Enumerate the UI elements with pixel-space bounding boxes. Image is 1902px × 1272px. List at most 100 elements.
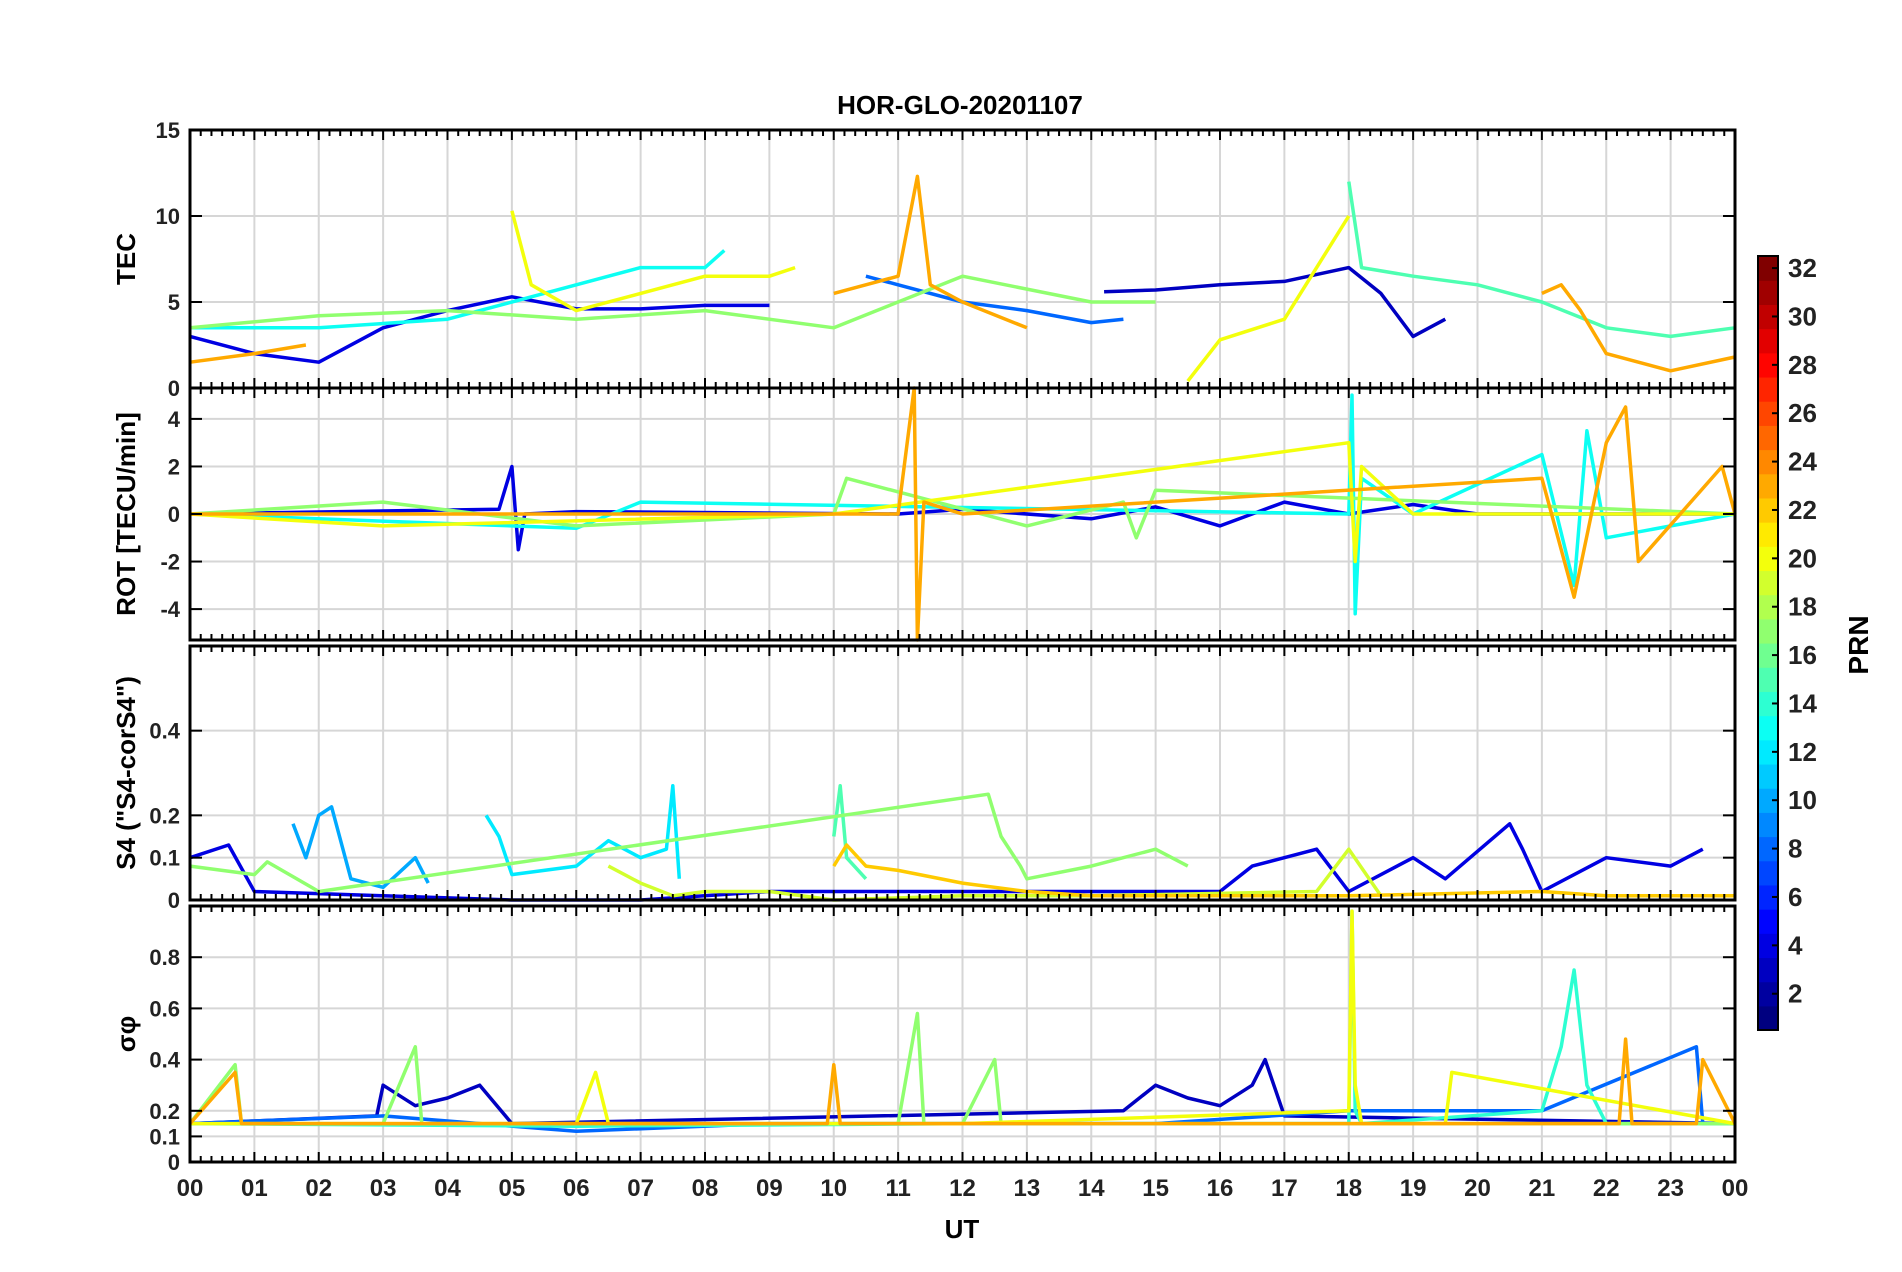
y-tick-label: 10: [156, 204, 180, 229]
x-tick-labels: 00 01 02 03 04 05 06 07 08 09 10 11 12 13 14 15 16 17 18 19…: [177, 1175, 1749, 1202]
x-tick-label: 03: [370, 1175, 397, 1202]
colorbar-band: [1758, 739, 1778, 765]
colorbar-tick-label: 30: [1788, 301, 1817, 331]
colorbar-band: [1758, 256, 1778, 281]
series-line-prn-15: [1347, 181, 1736, 339]
colorbar-tick-label: 10: [1788, 785, 1817, 815]
colorbar-band: [1758, 788, 1778, 813]
colorbar-band: [1758, 328, 1778, 354]
y-tick-label: 4: [168, 407, 181, 432]
axes-box: [188, 904, 1737, 1164]
colorbar-band: [1758, 860, 1778, 886]
y-axis-label: σφ: [111, 1016, 141, 1052]
colorbar-band: [1758, 352, 1778, 378]
x-tick-label: 16: [1207, 1175, 1234, 1202]
x-tick-label: 21: [1529, 1175, 1556, 1202]
axes-box: [188, 644, 1737, 902]
x-tick-label: 00: [1722, 1175, 1749, 1202]
colorbar-band: [1758, 1005, 1778, 1031]
series-line-prn-17: [189, 274, 1156, 330]
y-tick-label: 5: [168, 290, 180, 315]
series-line-prn-13: [190, 249, 726, 330]
colorbar-band: [1758, 280, 1778, 305]
series-line-prn-17: [189, 792, 1189, 894]
colorbar-band: [1758, 497, 1778, 523]
colorbar-band: [1758, 473, 1778, 499]
x-tick-label: 19: [1400, 1175, 1427, 1202]
colorbar-tick-label: 20: [1788, 543, 1817, 573]
x-tick-label: 02: [305, 1175, 332, 1202]
y-tick-label: 0: [168, 888, 180, 913]
series-line-prn-23: [189, 343, 307, 364]
y-tick-label: 0.1: [149, 1124, 180, 1149]
axes-box: [188, 386, 1737, 642]
series-line-prn-20: [189, 440, 1735, 564]
x-tick-label: 17: [1271, 1175, 1298, 1202]
colorbar-tick-label: 26: [1788, 398, 1817, 428]
colorbar-tick-label: 4: [1788, 930, 1803, 960]
colorbar-band: [1758, 522, 1778, 547]
series-line-prn-12: [484, 783, 682, 879]
series-line-prn-8: [865, 274, 1124, 325]
colorbar-band: [1758, 812, 1778, 838]
x-tick-label: 20: [1464, 1175, 1491, 1202]
colorbar-tick-label: 18: [1788, 592, 1817, 622]
colorbar-band: [1758, 546, 1778, 572]
x-tick-label: 18: [1335, 1175, 1362, 1202]
colorbar-band: [1758, 570, 1778, 596]
y-tick-label: 0.2: [149, 1099, 180, 1124]
colorbar-band: [1758, 667, 1778, 692]
y-tick-label: 0.1: [149, 846, 180, 871]
y-tick-label: 0.8: [149, 945, 180, 970]
figure-title: HOR-GLO-20201107: [837, 90, 1083, 120]
colorbar-band: [1758, 304, 1778, 330]
y-tick-label: 0.4: [149, 719, 180, 744]
colorbar-tick-label: 32: [1788, 253, 1817, 283]
colorbar-band: [1758, 425, 1778, 451]
colorbar-tick-label: 2: [1788, 979, 1802, 1009]
colorbar-band: [1758, 618, 1778, 644]
series-line-prn-3: [189, 1057, 1736, 1126]
colorbar-tick-label: 12: [1788, 737, 1817, 767]
x-tick-label: 01: [241, 1175, 268, 1202]
x-tick-label: 12: [949, 1175, 976, 1202]
colorbar-tick-label: 28: [1788, 350, 1817, 380]
y-tick-label: 0: [168, 376, 180, 401]
colorbar-band: [1758, 957, 1778, 983]
colorbar-band: [1758, 643, 1778, 668]
series-line-prn-15: [832, 783, 868, 880]
colorbar-tick-label: 22: [1788, 495, 1817, 525]
colorbar-band: [1758, 884, 1778, 910]
colorbar-band: [1758, 933, 1778, 959]
x-axis-label: UT: [945, 1214, 980, 1244]
series-line-prn-20: [510, 210, 796, 313]
x-tick-label: 07: [627, 1175, 654, 1202]
y-tick-label: -4: [160, 597, 180, 622]
series-line-prn-10: [291, 805, 430, 890]
colorbar-band: [1758, 981, 1778, 1007]
colorbar-band: [1758, 691, 1778, 717]
colorbar-tick-label: 6: [1788, 882, 1802, 912]
x-tick-label: 11: [885, 1175, 910, 1202]
x-tick-label: 04: [434, 1175, 461, 1202]
y-axis-label: TEC: [111, 233, 141, 285]
y-tick-label: 0.4: [149, 1048, 180, 1073]
y-tick-label: 0: [168, 1150, 180, 1175]
colorbar-band: [1758, 449, 1778, 475]
x-tick-label: 05: [499, 1175, 526, 1202]
x-tick-label: 06: [563, 1175, 590, 1202]
y-tick-label: 15: [156, 118, 180, 143]
panel-rot: -4 -2 0 2 4 ROT [TECU/min]: [111, 386, 1737, 642]
series-line-prn-23: [1541, 283, 1736, 373]
colorbar-band: [1758, 401, 1778, 426]
x-tick-label: 09: [756, 1175, 783, 1202]
panel-sigma-phi: 00.10.2 0.4 0.6 0.8 σφ: [111, 904, 1737, 1175]
x-tick-label: 13: [1014, 1175, 1041, 1202]
colorbar-tick-label: 14: [1788, 688, 1817, 718]
x-tick-label: 22: [1593, 1175, 1620, 1202]
series-line-prn-3: [1104, 265, 1447, 339]
series-line-prn-23: [833, 174, 1028, 330]
series-line-prn-20: [1186, 215, 1351, 383]
